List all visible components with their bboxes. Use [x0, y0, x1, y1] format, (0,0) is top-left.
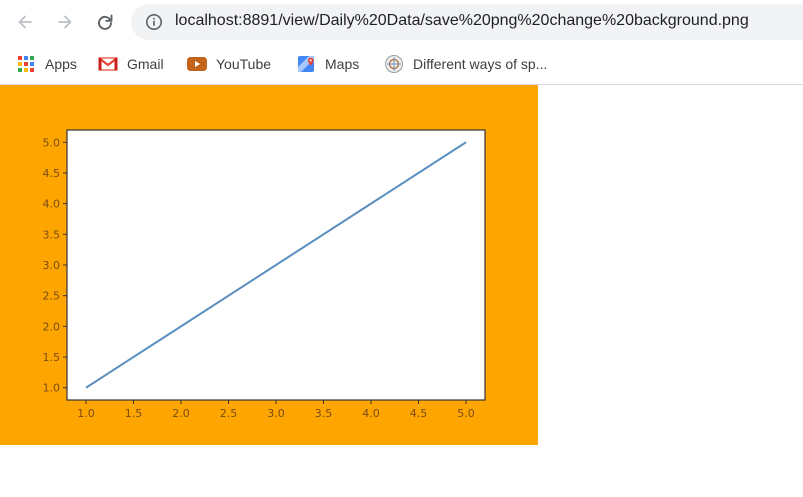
arrow-left-icon: [18, 15, 32, 29]
y-tick-label: 1.5: [43, 351, 61, 364]
axes-frame: [66, 129, 486, 401]
x-tick-label: 2.0: [172, 407, 190, 420]
y-tick-label: 4.5: [43, 167, 61, 180]
reload-button[interactable]: [90, 7, 120, 37]
browser-toolbar: localhost:8891/view/Daily%20Data/save%20…: [0, 0, 803, 44]
site-favicon-icon: [384, 54, 404, 74]
y-tick-label: 3.5: [43, 228, 61, 241]
bookmarks-bar: Apps Gmail YouTube: [0, 44, 803, 85]
reload-icon: [98, 14, 113, 30]
x-tick-label: 4.0: [362, 407, 380, 420]
x-tick-label: 4.5: [410, 407, 428, 420]
url-text[interactable]: localhost:8891/view/Daily%20Data/save%20…: [175, 12, 749, 29]
bookmark-label: Maps: [325, 56, 360, 72]
bookmark-apps[interactable]: Apps: [16, 53, 77, 75]
y-tick-label: 3.0: [43, 259, 61, 272]
x-tick-label: 3.5: [315, 407, 333, 420]
info-circle-icon[interactable]: [145, 13, 163, 31]
gmail-icon: [98, 54, 118, 74]
line-chart: 1.0 1.5 2.0 2.5 3.0 3.5 4.0 4.5 5.0 1.0 1.5 2.0 2.5 3…: [0, 85, 538, 445]
x-tick-label: 3.0: [267, 407, 285, 420]
y-tick-label: 2.0: [43, 320, 61, 333]
bookmark-youtube[interactable]: YouTube: [187, 53, 271, 75]
bookmark-different-ways[interactable]: Different ways of sp...: [384, 53, 547, 75]
y-tick-label: 1.0: [43, 382, 61, 395]
apps-grid-icon: [16, 54, 36, 74]
y-tick-label: 4.0: [43, 198, 61, 211]
y-tick-label: 2.5: [43, 290, 61, 303]
maps-icon: [296, 54, 316, 74]
series-line: [85, 141, 467, 389]
arrow-right-icon: [58, 15, 72, 29]
chart-image: 1.0 1.5 2.0 2.5 3.0 3.5 4.0 4.5 5.0 1.0 1.5 2.0 2.5 3…: [0, 85, 538, 445]
bookmark-gmail[interactable]: Gmail: [98, 53, 164, 75]
back-button[interactable]: [10, 7, 40, 37]
youtube-icon: [187, 54, 207, 74]
bookmark-label: Gmail: [127, 56, 164, 72]
bookmark-label: Apps: [45, 56, 77, 72]
x-tick-label: 5.0: [457, 407, 475, 420]
x-tick-label: 1.5: [125, 407, 143, 420]
bookmark-maps[interactable]: Maps: [296, 53, 359, 75]
x-tick-label: 1.0: [77, 407, 95, 420]
forward-button[interactable]: [50, 7, 80, 37]
address-bar[interactable]: localhost:8891/view/Daily%20Data/save%20…: [131, 4, 803, 40]
bookmark-label: YouTube: [216, 56, 272, 72]
y-tick-label: 5.0: [43, 136, 61, 149]
bookmark-label: Different ways of sp...: [413, 56, 548, 72]
x-tick-label: 2.5: [220, 407, 238, 420]
